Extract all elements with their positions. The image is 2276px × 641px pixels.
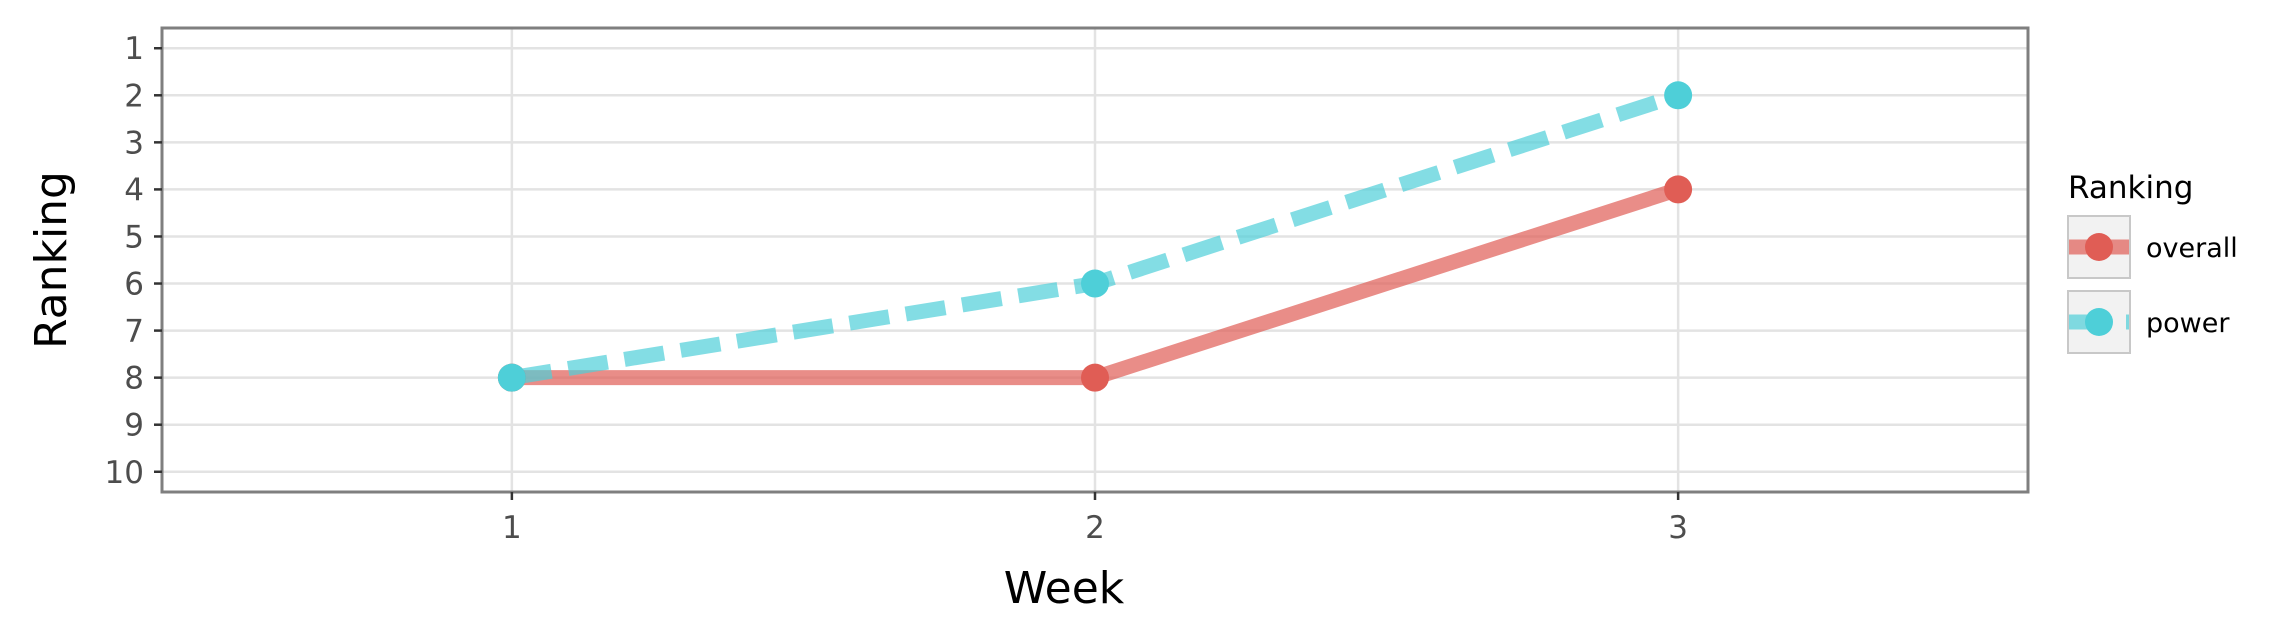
data-point-power [1664,81,1693,110]
y-tick-label: 3 [124,125,144,161]
legend-key-point [2085,233,2113,261]
y-tick-label: 8 [124,361,144,397]
data-point-power [1081,269,1109,298]
y-tick-label: 2 [124,78,144,114]
y-tick-label: 5 [124,219,144,255]
y-tick-label: 7 [124,314,144,350]
y-tick-label: 9 [124,408,144,444]
y-tick-label: 4 [124,172,144,208]
x-tick-label: 1 [502,510,522,546]
y-tick-label: 1 [124,31,144,67]
legend-label-power: power [2146,308,2230,339]
y-axis-title: Ranking [26,171,77,349]
series-points [497,81,1693,392]
x-tick-label: 3 [1668,510,1688,546]
x-axis-title: Week [1004,563,1125,614]
legend-key-point [2085,308,2113,336]
legend-label-overall: overall [2146,233,2238,264]
legend-item-overall: overall [2067,215,2238,279]
x-axis: 1 2 3 [502,492,1688,546]
data-point-overall [1081,363,1109,392]
legend-item-power: power [2067,290,2230,354]
y-tick-label: 10 [105,455,144,491]
legend-title: Ranking [2068,170,2193,206]
y-axis: 1 2 3 4 5 6 7 8 9 10 [105,31,162,491]
gridlines [162,28,2028,492]
data-point-power [497,363,526,392]
data-point-overall [1664,175,1693,204]
x-tick-label: 2 [1085,510,1105,546]
y-tick-label: 6 [124,267,144,303]
legend: Ranking overall power [2067,170,2238,354]
